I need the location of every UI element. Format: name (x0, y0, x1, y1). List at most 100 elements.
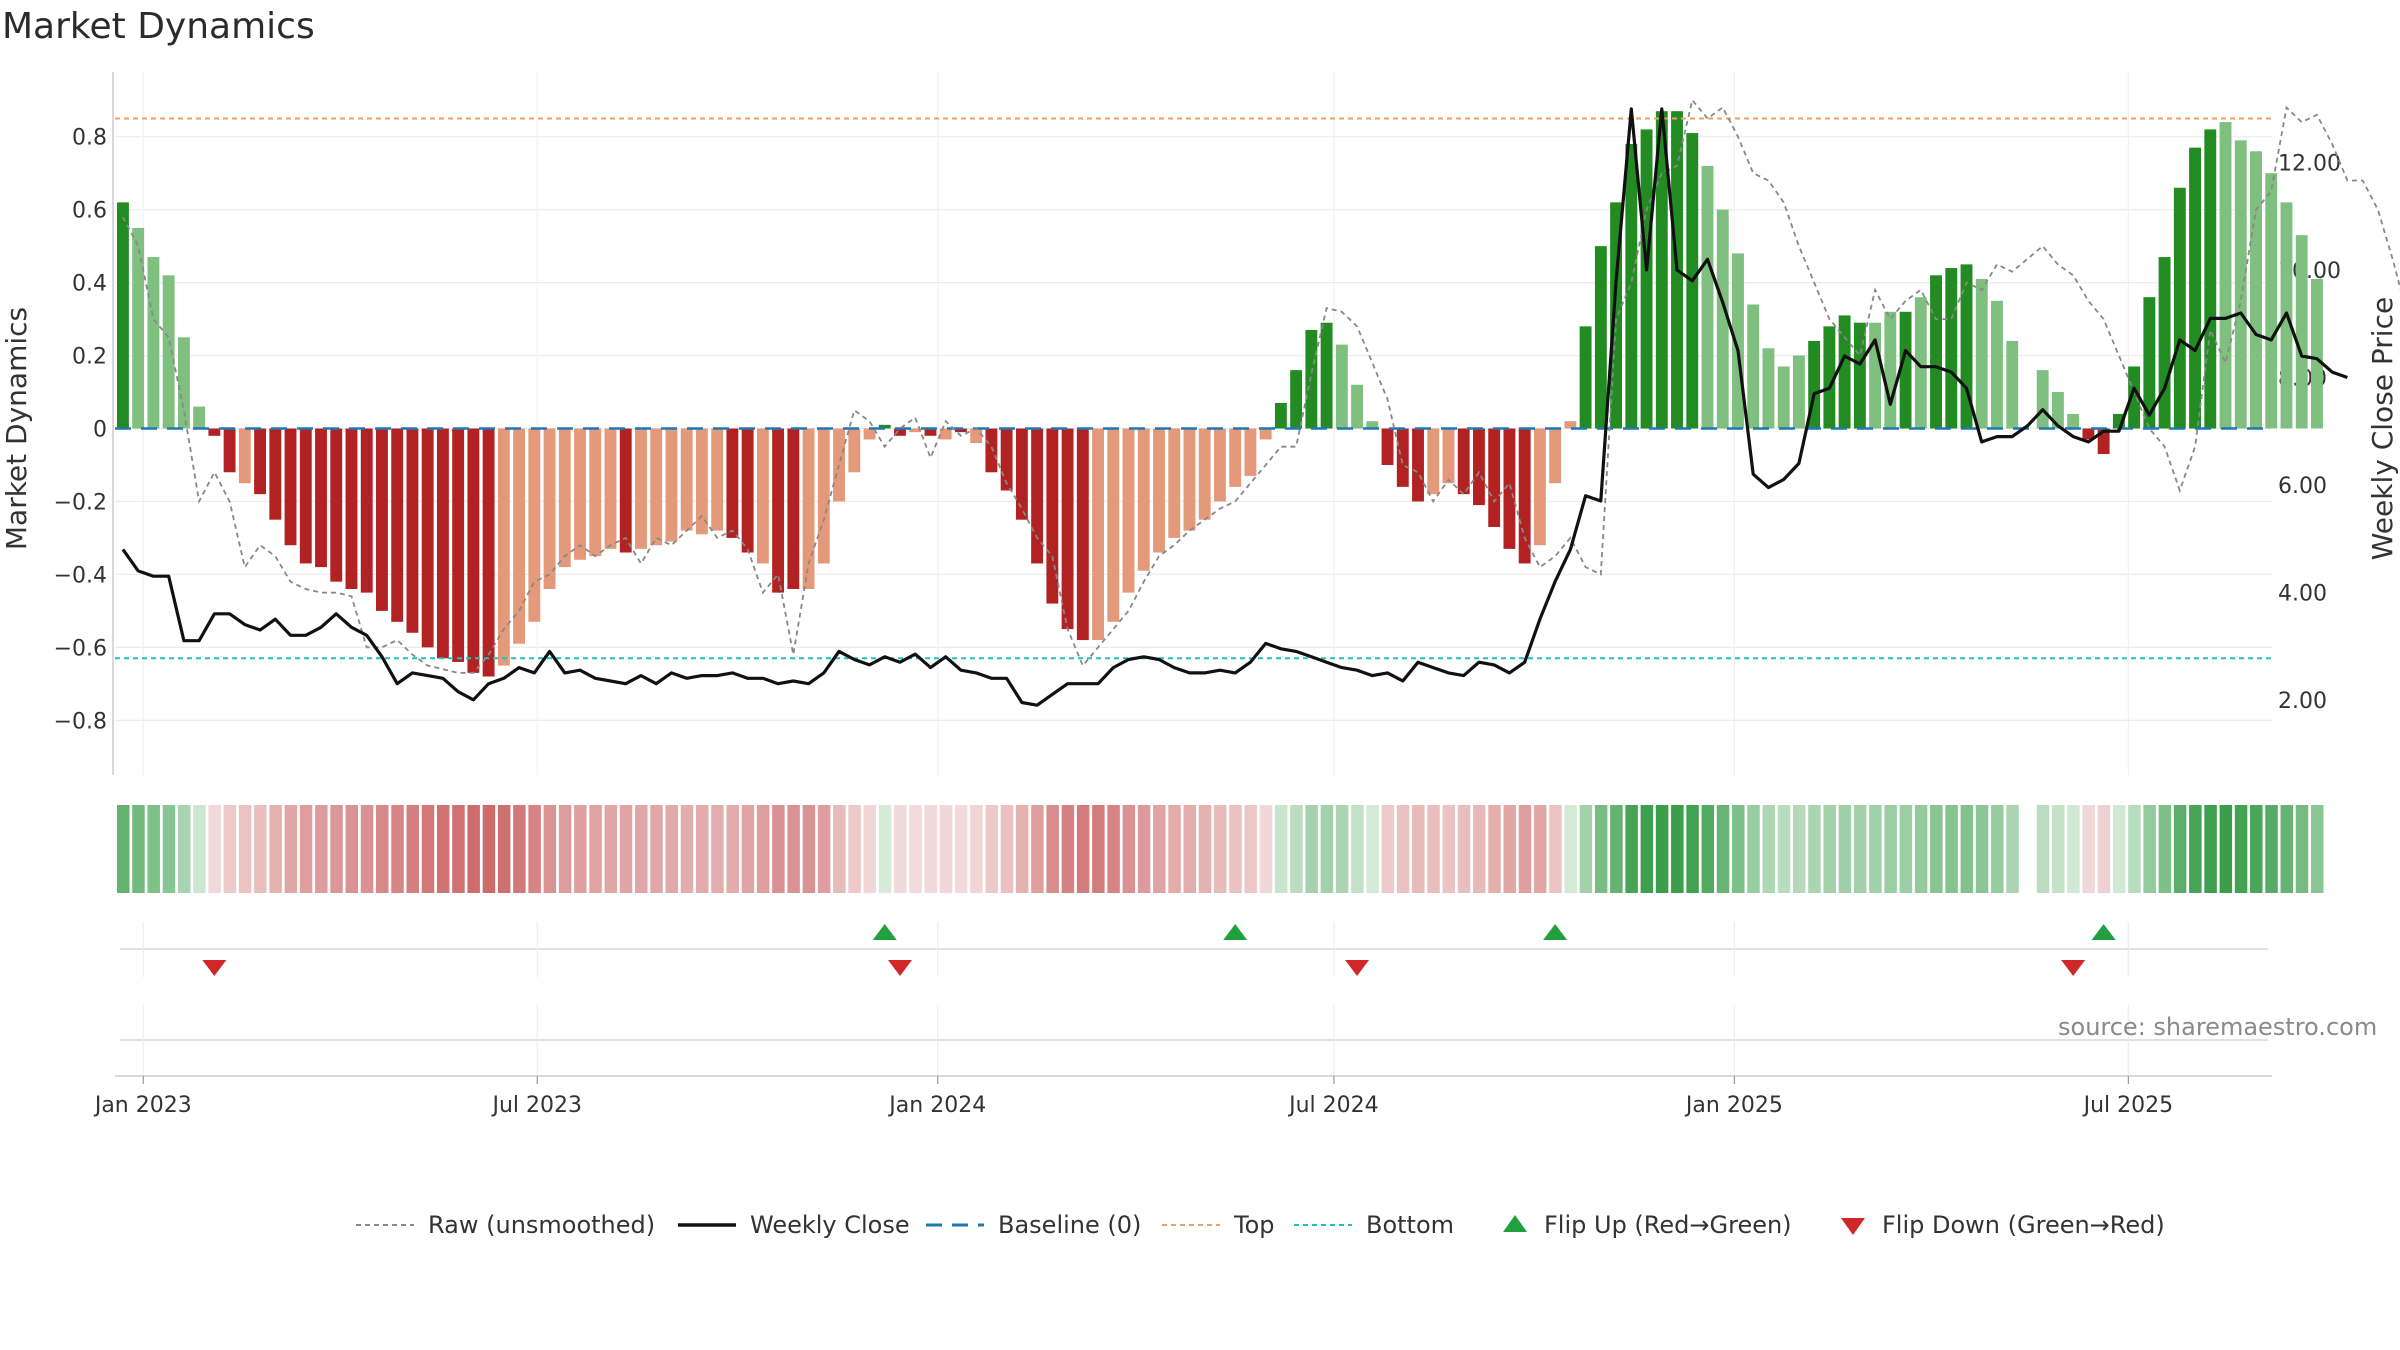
heat-cell (467, 805, 480, 893)
legend-label: Raw (unsmoothed) (428, 1211, 655, 1239)
bar (650, 428, 663, 546)
bar (2112, 413, 2125, 429)
bar (1869, 322, 1882, 429)
heat-cell (436, 805, 450, 893)
heat-cell (1366, 805, 1379, 893)
bar (1838, 315, 1851, 429)
heat-cell (1655, 805, 1669, 893)
heat-cell (833, 805, 846, 893)
heat-cell (117, 805, 130, 893)
y-tick-label: −0.6 (54, 636, 107, 661)
bar (772, 428, 785, 593)
bar (223, 428, 236, 473)
heat-cell (2082, 805, 2095, 893)
bar (817, 428, 830, 564)
heat-cell (2280, 805, 2294, 893)
bar (1991, 300, 2003, 429)
bar (2158, 257, 2171, 429)
heat-cell (1442, 805, 1456, 893)
bar (1655, 111, 1668, 429)
heat-cell (650, 805, 663, 893)
heat-cell (1991, 805, 2004, 893)
chart-title: Market Dynamics (2, 6, 315, 47)
heat-cell (1122, 805, 1136, 893)
bar (2067, 413, 2080, 429)
bar (2036, 370, 2049, 429)
heat-cell (1092, 805, 1105, 893)
bar (1503, 428, 1516, 549)
legend-item-flip-down[interactable]: Flip Down (Green→Red) (1841, 1211, 2165, 1239)
bar (1473, 428, 1485, 506)
heat-cell (360, 805, 374, 893)
heat-cell (985, 805, 998, 893)
heat-cell (391, 805, 404, 893)
heat-cell (406, 805, 419, 893)
bar (177, 337, 190, 429)
heat-cell (193, 805, 206, 893)
heat-cell (1823, 805, 1836, 893)
heat-cell (695, 805, 709, 893)
heat-cell (1061, 805, 1075, 893)
heat-cell (1168, 805, 1181, 893)
heat-cell (376, 805, 389, 893)
legend-swatch (1841, 1218, 1865, 1235)
bar (1335, 344, 1348, 429)
bar (1457, 428, 1470, 495)
bar (436, 428, 449, 659)
legend-item-flip-up[interactable]: Flip Up (Red→Green) (1503, 1211, 1792, 1239)
heat-cell (1884, 805, 1897, 893)
bar (1412, 428, 1424, 502)
heat-cell (1259, 805, 1273, 893)
heat-cell (1716, 805, 1730, 893)
heat-cell (1930, 805, 1943, 893)
legend-item-top[interactable]: Top (1162, 1211, 1275, 1239)
heat-cell (1579, 805, 1593, 893)
heat-cell (1244, 805, 1257, 893)
heat-cell (2234, 805, 2248, 893)
legend-item-bottom[interactable]: Bottom (1294, 1211, 1454, 1239)
bar (1488, 428, 1501, 527)
heat-cell (1762, 805, 1775, 893)
bar (1198, 428, 1211, 520)
heat-cell (1427, 805, 1440, 893)
heat-cell (421, 805, 435, 893)
heat-cell (939, 805, 953, 893)
bar (132, 227, 145, 429)
heat-cell (1914, 805, 1928, 893)
bar (269, 428, 282, 520)
line-layer (115, 98, 2400, 707)
heat-cell (2189, 805, 2202, 893)
bar (1427, 428, 1440, 495)
legend-item-baseline[interactable]: Baseline (0) (926, 1211, 1141, 1239)
heat-cell (1457, 805, 1471, 893)
bar (2265, 173, 2278, 429)
legend-item-raw[interactable]: Raw (unsmoothed) (356, 1211, 655, 1239)
heat-cell (1473, 805, 1486, 893)
bar (467, 428, 480, 673)
bar (741, 428, 754, 553)
y-tick-label: −0.4 (54, 563, 107, 588)
heat-cell (558, 805, 572, 893)
heat-cell (741, 805, 755, 893)
bar (680, 428, 693, 531)
heat-cell (543, 805, 557, 893)
heat-cell (2006, 805, 2019, 893)
bar (1899, 311, 1912, 429)
heat-cell (909, 805, 922, 893)
legend-item-close[interactable]: Weekly Close (678, 1211, 910, 1239)
heat-cell (1564, 805, 1577, 893)
heat-cell (1747, 805, 1760, 893)
bar (2097, 428, 2110, 455)
bar (452, 428, 465, 662)
bar (345, 428, 358, 589)
heat-cell (2204, 805, 2217, 893)
bar (1290, 370, 1303, 429)
heat-cell (1777, 805, 1791, 893)
bar (147, 257, 160, 429)
heat-cell (1686, 805, 1699, 893)
legend[interactable]: Raw (unsmoothed) Weekly Close Baseline (0)… (356, 1211, 2165, 1239)
bar (360, 428, 373, 593)
heat-cell (2295, 805, 2309, 893)
flip-down-marker (202, 960, 227, 976)
bar (970, 428, 983, 444)
